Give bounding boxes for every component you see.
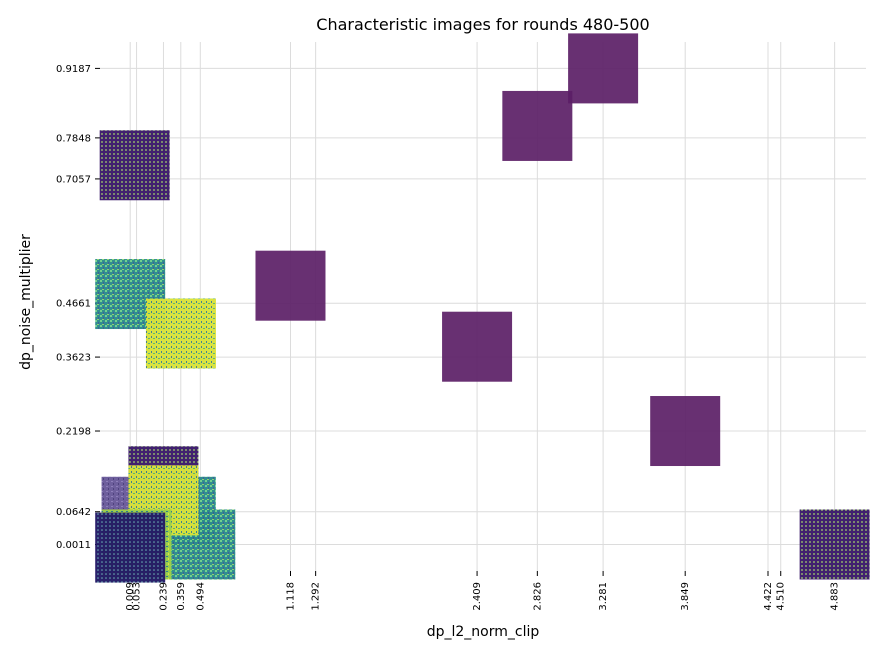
image-marker	[99, 130, 170, 201]
y-tick-label: 0.7057	[56, 174, 91, 185]
x-tick-label: 0.053	[132, 582, 143, 611]
y-tick-label: 0.0642	[56, 507, 91, 518]
x-tick-label: 0.359	[176, 582, 187, 611]
image-marker	[650, 396, 721, 467]
chart-title: Characteristic images for rounds 480-500	[316, 15, 649, 34]
image-marker	[145, 298, 216, 369]
x-tick-label: 3.849	[680, 582, 691, 611]
image-marker	[95, 512, 166, 583]
image-marker	[502, 90, 573, 161]
y-axis-label: dp_noise_multiplier	[18, 234, 34, 370]
y-axis: 0.9187 0.7848 0.7057 0.4661 0.3623 0.2198 0.06…	[56, 64, 100, 551]
x-axis-label: dp_l2_norm_clip	[427, 624, 540, 640]
y-tick-label: 0.4661	[56, 299, 91, 310]
y-tick-label: 0.9187	[56, 64, 91, 75]
x-tick-label: 4.883	[830, 582, 841, 611]
x-tick-label: 2.826	[532, 582, 543, 611]
grid	[100, 42, 866, 571]
y-tick-label: 0.2198	[56, 427, 91, 438]
y-tick-label: 0.3623	[56, 353, 91, 364]
x-tick-label: 0.009	[125, 582, 136, 611]
x-tick-label: 1.118	[285, 582, 296, 611]
image-marker	[255, 250, 326, 321]
x-tick-label: 4.510	[776, 582, 787, 611]
x-tick-label: 3.281	[598, 582, 609, 611]
x-tick-label: 4.422	[763, 582, 774, 611]
image-marker	[568, 33, 639, 104]
y-tick-label: 0.0011	[56, 540, 91, 551]
x-tick-label: 1.292	[311, 582, 322, 611]
y-tick-label: 0.7848	[56, 133, 91, 144]
image-marker	[442, 311, 513, 382]
x-tick-label: 2.409	[472, 582, 483, 611]
x-tick-label: 0.239	[158, 582, 169, 611]
image-marker	[799, 509, 870, 580]
x-tick-label: 0.494	[195, 582, 206, 611]
image-points	[95, 33, 870, 583]
